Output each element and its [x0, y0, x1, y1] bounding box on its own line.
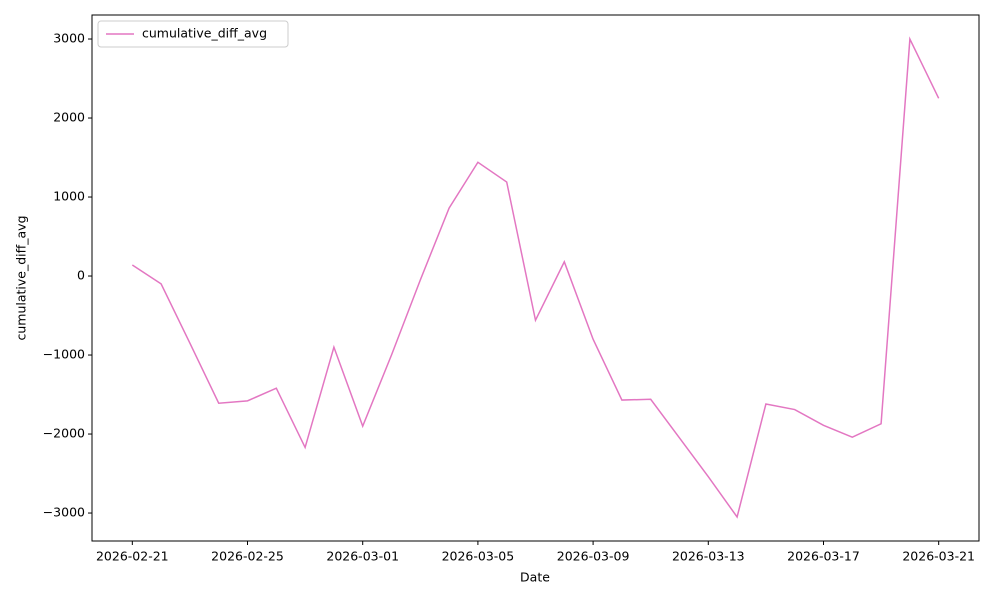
line [131, 36, 940, 519]
x-tick-label: 2026-02-25 [211, 549, 284, 564]
x-tick-label: 2026-03-21 [902, 549, 975, 564]
plot-frame [91, 14, 980, 542]
y-tick-label: 1000 [53, 189, 85, 204]
y-tick-label: −2000 [43, 426, 85, 441]
x-tick-label: 2026-03-17 [787, 549, 860, 564]
y-tick-label: −3000 [43, 505, 85, 520]
x-tick-label: 2026-02-21 [96, 549, 169, 564]
y-tick-label: 0 [77, 268, 85, 283]
x-axis-label: Date [520, 570, 550, 585]
x-tick-label: 2026-03-09 [557, 549, 630, 564]
x-tick-label: 2026-03-13 [672, 549, 745, 564]
y-tick-label: 2000 [53, 110, 85, 125]
legend-label: cumulative_diff_avg [142, 26, 267, 41]
x-tick-label: 2026-03-01 [326, 549, 399, 564]
y-tick-label: 3000 [53, 31, 85, 46]
legend-box [97, 20, 289, 48]
x-tick-label: 2026-03-05 [442, 549, 515, 564]
y-tick-label: −1000 [43, 347, 85, 362]
y-axis-label: cumulative_diff_avg [14, 216, 29, 341]
